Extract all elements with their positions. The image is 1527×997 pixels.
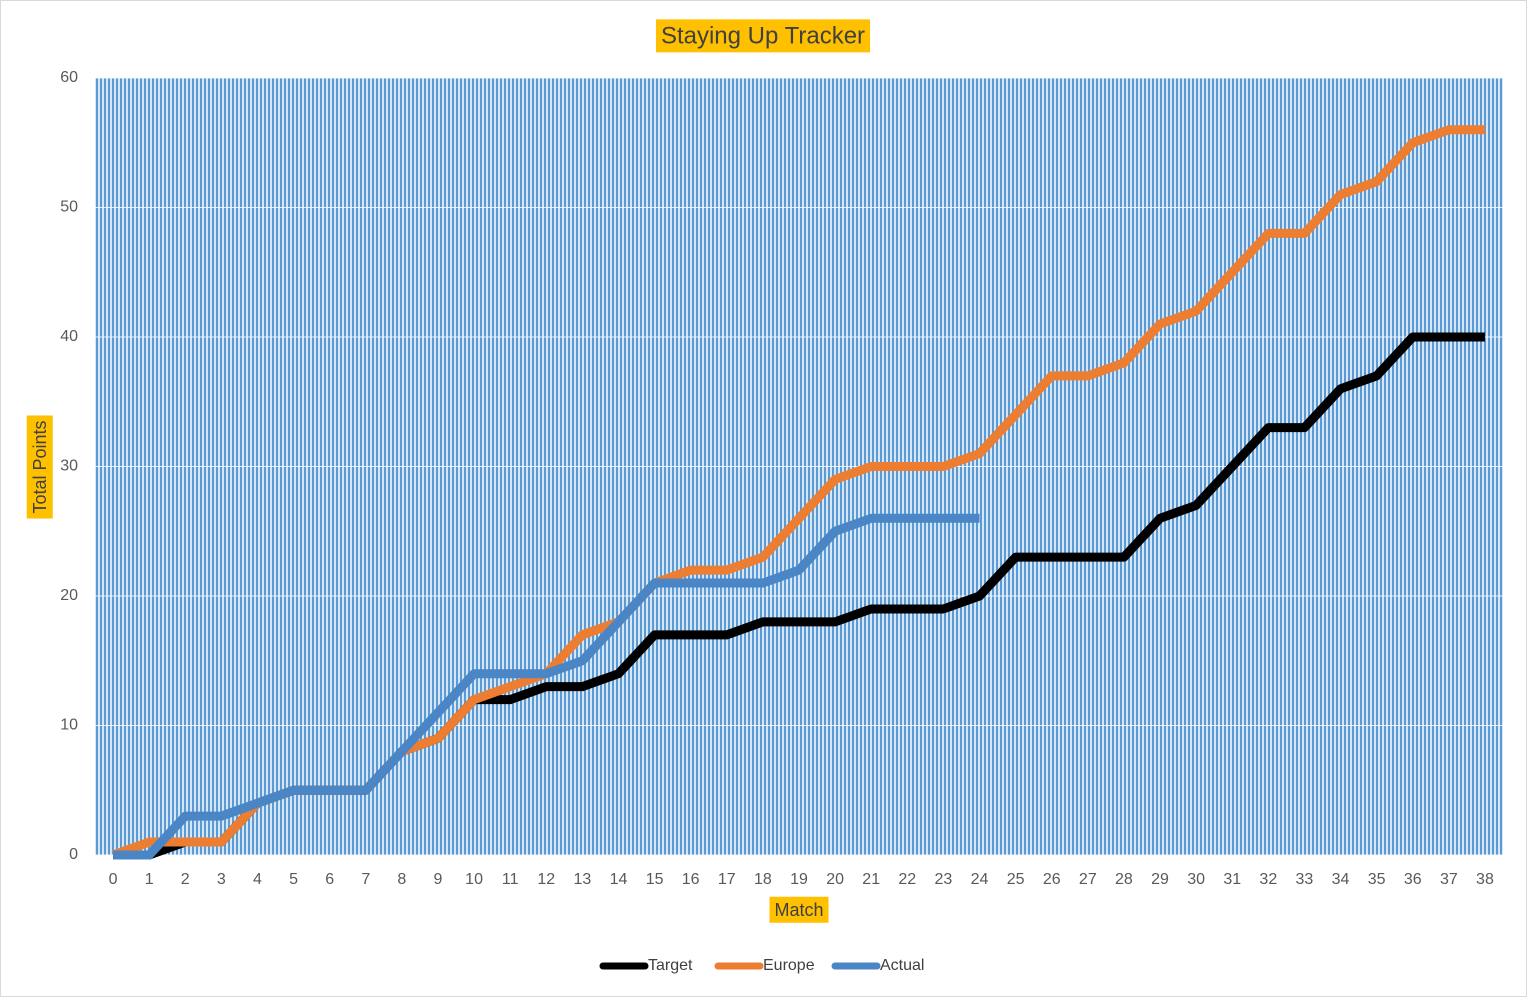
x-tick-label: 22: [898, 871, 916, 888]
legend-label: Target: [648, 957, 693, 974]
x-tick-label: 12: [537, 871, 555, 888]
x-tick-label: 37: [1440, 871, 1458, 888]
x-tick-label: 25: [1007, 871, 1025, 888]
x-tick-label: 35: [1368, 871, 1386, 888]
x-tick-label: 33: [1296, 871, 1314, 888]
x-tick-label: 32: [1259, 871, 1277, 888]
label-box: [655, 19, 871, 53]
y-tick-label: 60: [60, 69, 78, 86]
x-tick-label: 0: [109, 871, 118, 888]
series-line: [113, 513, 980, 860]
x-tick-label: 34: [1332, 871, 1350, 888]
x-tick-label: 23: [935, 871, 953, 888]
chart-title: Staying Up Tracker: [661, 22, 865, 49]
y-tick-label: 30: [60, 458, 78, 475]
x-tick-label: 1: [145, 871, 154, 888]
x-tick-label: 17: [718, 871, 736, 888]
x-tick-label: 15: [646, 871, 664, 888]
y-tick-label: 50: [60, 199, 78, 216]
label-box: [26, 415, 53, 519]
y-tick-label: 40: [60, 328, 78, 345]
x-tick-label: 27: [1079, 871, 1097, 888]
x-axis-title: Match: [774, 900, 823, 920]
x-tick-label: 20: [826, 871, 844, 888]
label-box: [769, 896, 829, 923]
y-tick-label: 10: [60, 717, 78, 734]
x-tick-label: 6: [325, 871, 334, 888]
x-tick-label: 26: [1043, 871, 1061, 888]
x-tick-label: 7: [361, 871, 370, 888]
y-tick-label: 20: [60, 587, 78, 604]
x-tick-label: 14: [610, 871, 628, 888]
x-tick-label: 38: [1476, 871, 1494, 888]
x-tick-label: 13: [573, 871, 591, 888]
x-tick-label: 4: [253, 871, 262, 888]
x-tick-label: 28: [1115, 871, 1133, 888]
x-tick-label: 10: [465, 871, 483, 888]
x-tick-label: 24: [971, 871, 989, 888]
x-tick-label: 29: [1151, 871, 1169, 888]
x-tick-label: 5: [289, 871, 298, 888]
x-tick-label: 36: [1404, 871, 1422, 888]
x-tick-label: 19: [790, 871, 808, 888]
x-tick-label: 9: [434, 871, 443, 888]
y-tick-label: 0: [69, 846, 78, 863]
x-tick-label: 2: [181, 871, 190, 888]
x-tick-label: 16: [682, 871, 700, 888]
x-tick-label: 8: [397, 871, 406, 888]
x-tick-label: 21: [862, 871, 880, 888]
x-tick-label: 31: [1223, 871, 1241, 888]
x-tick-label: 18: [754, 871, 772, 888]
y-axis-title: Total Points: [30, 420, 50, 513]
x-tick-label: 30: [1187, 871, 1205, 888]
x-tick-label: 11: [502, 871, 519, 888]
legend-label: Actual: [880, 957, 924, 974]
legend-label: Europe: [763, 957, 815, 974]
x-tick-label: 3: [217, 871, 226, 888]
